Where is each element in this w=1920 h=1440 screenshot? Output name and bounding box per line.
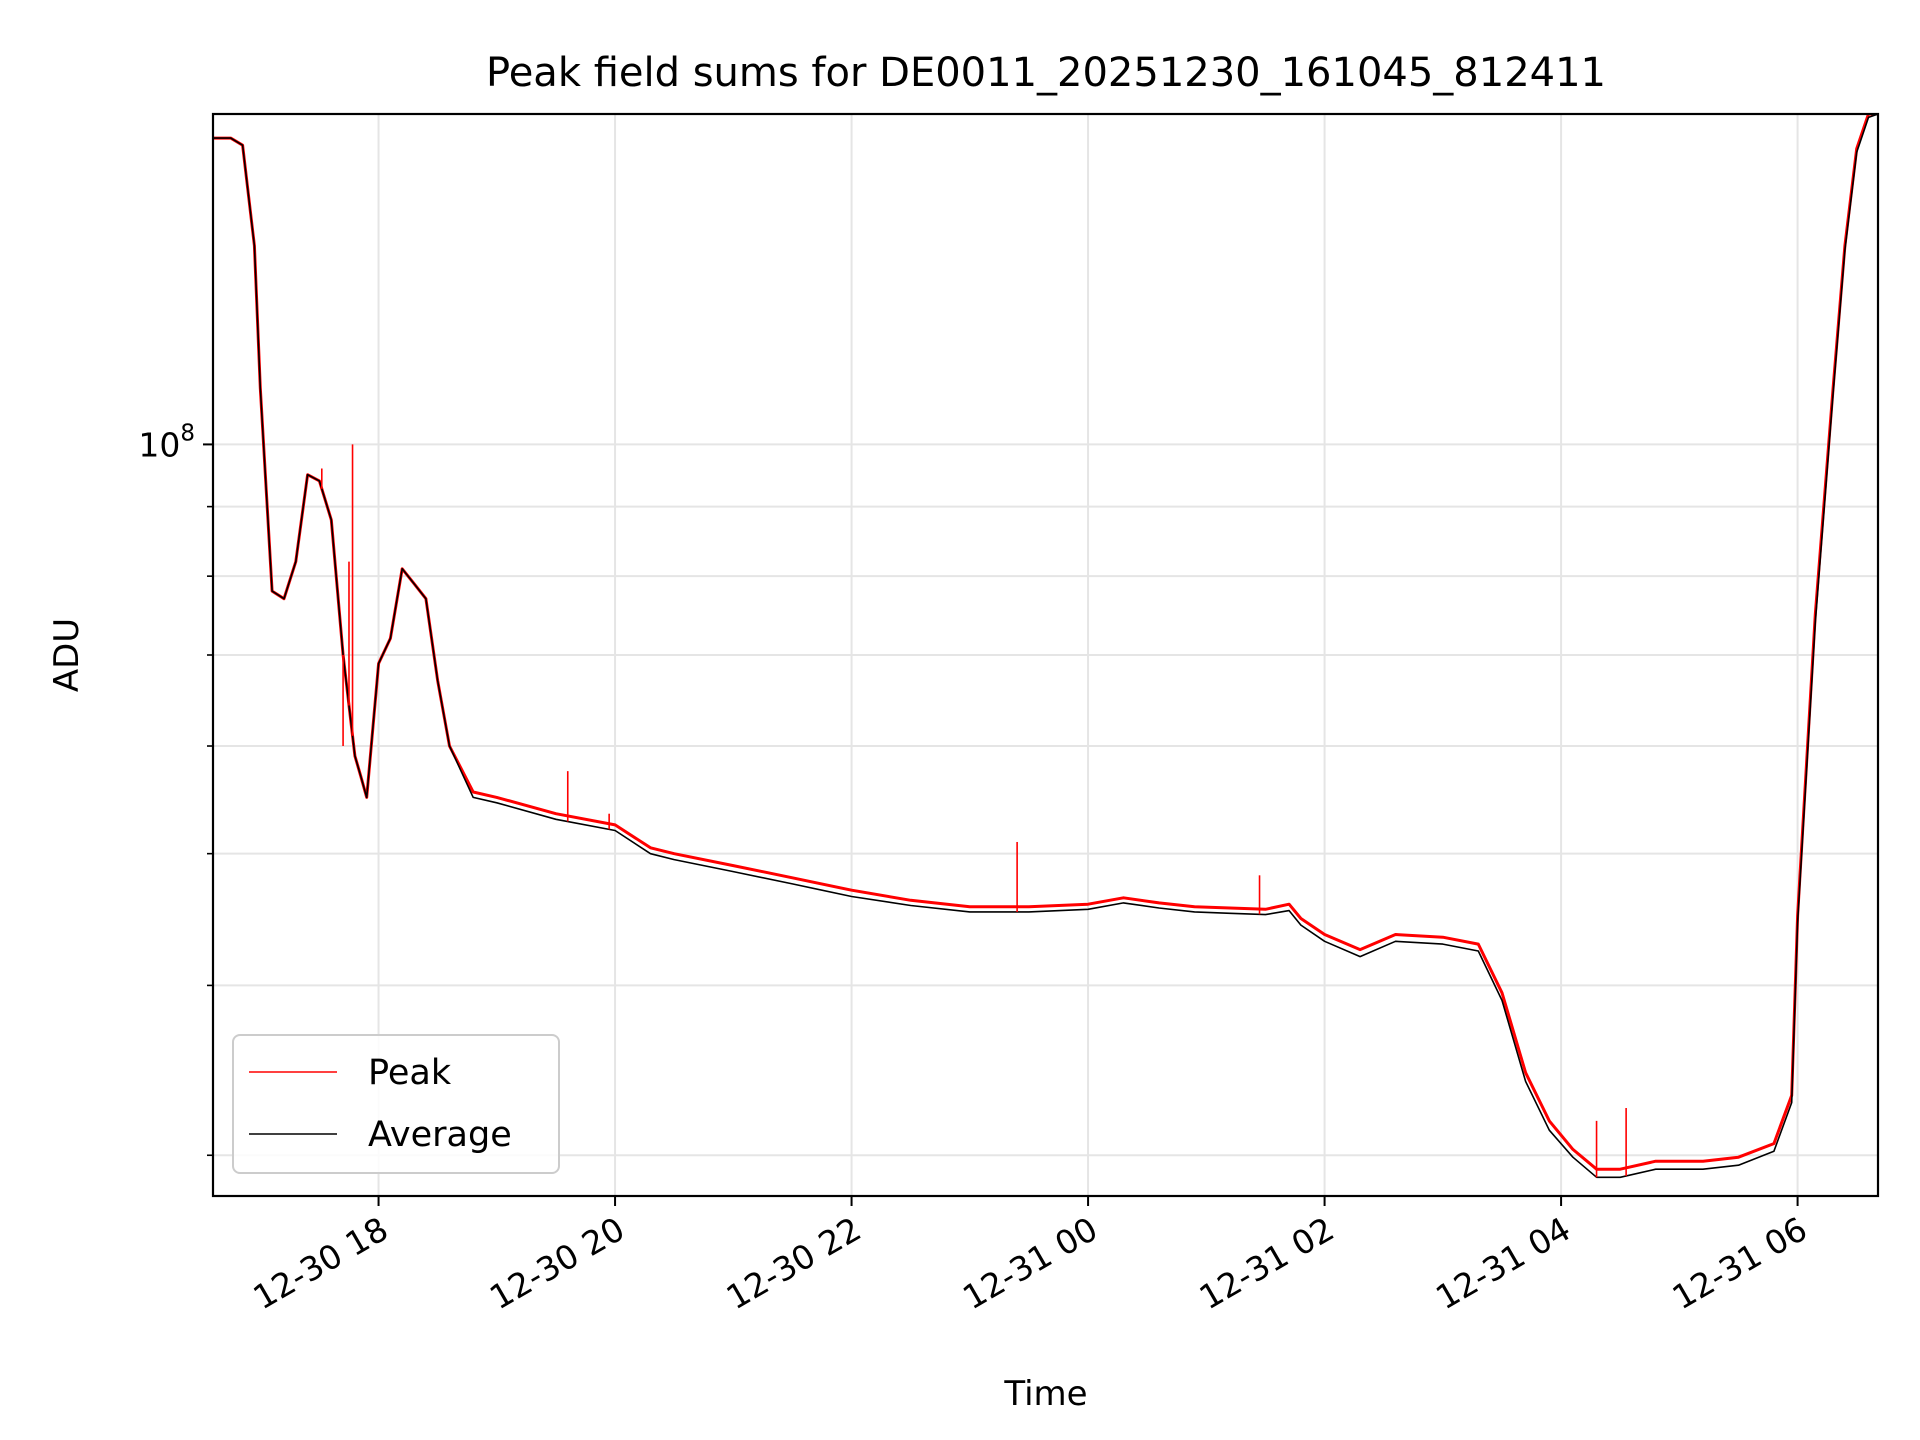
chart-title: Peak field sums for DE0011_20251230_1610… bbox=[486, 50, 1606, 96]
series-line-average bbox=[213, 114, 1878, 1179]
y-tick-label: 108 bbox=[138, 420, 195, 464]
legend-peak-label: Peak bbox=[368, 1053, 452, 1093]
series-layer bbox=[213, 114, 1878, 1179]
grid bbox=[213, 114, 1878, 1196]
y-tick-base: 10 bbox=[138, 425, 180, 464]
x-axis-label: Time bbox=[1003, 1374, 1087, 1414]
legend-box bbox=[232, 1034, 560, 1174]
legend: Peak Average bbox=[232, 1034, 560, 1174]
legend-average-label: Average bbox=[368, 1115, 512, 1155]
y-tick-exponent: 8 bbox=[180, 420, 195, 446]
y-axis-label: ADU bbox=[47, 618, 87, 692]
series-group bbox=[213, 114, 1878, 1179]
